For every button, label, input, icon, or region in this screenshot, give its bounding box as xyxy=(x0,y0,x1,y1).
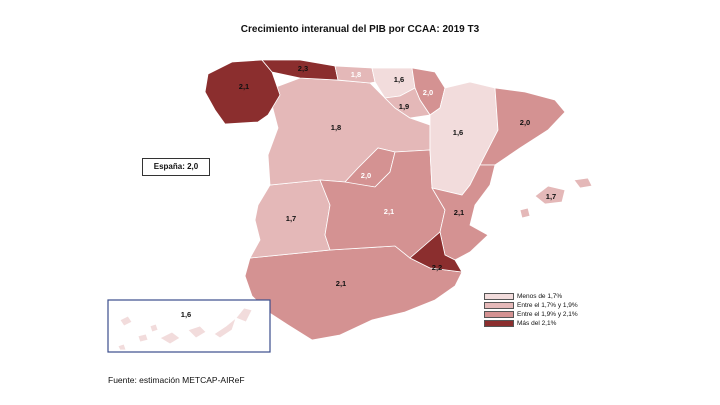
label-canarias: 1,6 xyxy=(181,310,191,319)
national-growth-box: España: 2,0 xyxy=(142,158,210,176)
region-labels: 2,1 2,3 1,8 1,6 2,0 1,9 1,6 2,0 1,8 2,0 … xyxy=(181,64,556,319)
label-asturias: 2,3 xyxy=(298,64,308,73)
region-canarias[interactable] xyxy=(117,307,253,351)
label-andalucia: 2,1 xyxy=(336,279,346,288)
label-castilla-y-leon: 1,8 xyxy=(331,123,341,132)
label-castilla-la-mancha: 2,1 xyxy=(384,207,394,216)
region-la-rioja[interactable] xyxy=(384,87,431,119)
label-baleares: 1,7 xyxy=(546,192,556,201)
legend-item-mid-low: Entre el 1,7% y 1,9% xyxy=(484,301,578,310)
region-baleares[interactable] xyxy=(519,177,593,219)
legend: Menos de 1,7% Entre el 1,7% y 1,9% Entre… xyxy=(484,292,578,328)
label-madrid: 2,0 xyxy=(361,171,371,180)
legend-swatch-high xyxy=(484,320,514,327)
label-navarra: 2,0 xyxy=(423,88,433,97)
legend-label-high: Más del 2,1% xyxy=(517,320,557,327)
legend-swatch-mid-high xyxy=(484,311,514,318)
label-la-rioja: 1,9 xyxy=(399,102,409,111)
label-murcia: 2,2 xyxy=(432,263,442,272)
legend-swatch-mid-low xyxy=(484,302,514,309)
legend-label-low: Menos de 1,7% xyxy=(517,293,563,300)
region-cataluna[interactable] xyxy=(479,87,566,166)
label-pais-vasco: 1,6 xyxy=(394,75,404,84)
legend-swatch-low xyxy=(484,293,514,300)
label-cantabria: 1,8 xyxy=(351,70,361,79)
national-label: España: xyxy=(153,162,185,171)
source-note: Fuente: estimación METCAP-AIReF xyxy=(108,375,245,385)
region-cantabria[interactable] xyxy=(334,65,376,84)
canarias-inset-frame xyxy=(107,299,271,353)
legend-label-mid-high: Entre el 1,9% y 2,1% xyxy=(517,311,578,318)
label-extremadura: 1,7 xyxy=(286,214,296,223)
region-murcia[interactable] xyxy=(409,231,463,273)
legend-item-mid-high: Entre el 1,9% y 2,1% xyxy=(484,310,578,319)
label-cataluna: 2,0 xyxy=(520,118,530,127)
national-value: 2,0 xyxy=(187,162,199,171)
label-galicia: 2,1 xyxy=(239,82,249,91)
label-aragon: 1,6 xyxy=(453,128,463,137)
legend-label-mid-low: Entre el 1,7% y 1,9% xyxy=(517,302,578,309)
label-valencia: 2,1 xyxy=(454,208,464,217)
map-title: Crecimiento interanual del PIB por CCAA:… xyxy=(240,24,480,35)
region-galicia[interactable] xyxy=(204,59,281,125)
legend-item-low: Menos de 1,7% xyxy=(484,292,578,301)
legend-item-high: Más del 2,1% xyxy=(484,319,578,328)
